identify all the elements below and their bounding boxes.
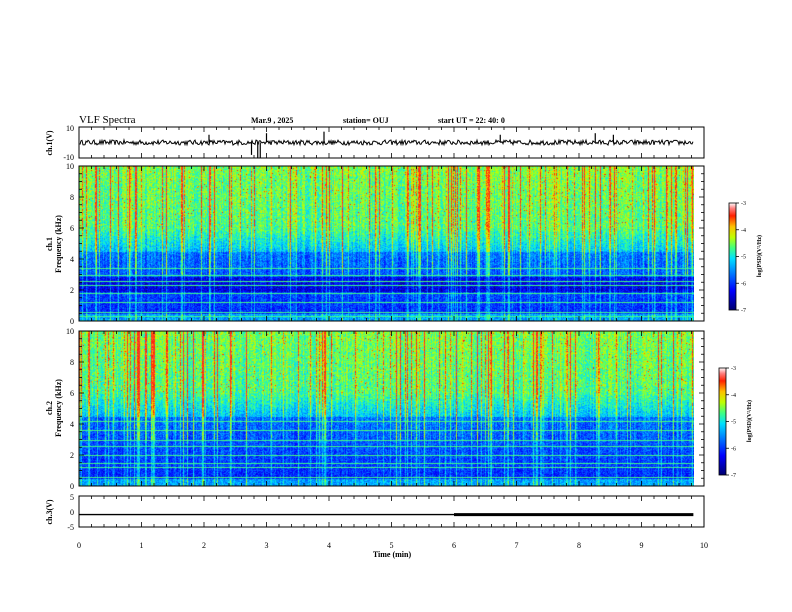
ch3-panel: 5 0 -5 ch.3(V) — [45, 493, 705, 532]
ch1-spikes — [208, 131, 614, 158]
ch2-colorbar-scale — [718, 367, 727, 476]
colorbar-tick-label: -3 — [731, 366, 736, 372]
colorbar-tick-label: -6 — [741, 281, 746, 287]
ch2-spectrogram-panel: 0 2 4 6 8 10 ch.2 Frequency (kHz) — [45, 327, 705, 491]
colorbar-tick-label: -3 — [741, 201, 746, 207]
time-tick-label: 6 — [452, 541, 456, 550]
ch1-colorbar-label: log(PSD)(V²/Hz) — [756, 235, 763, 277]
colorbar-tick-label: -5 — [731, 420, 736, 426]
ch2-colorbar-label: log(PSD)(V²/Hz) — [746, 400, 753, 442]
colorbar-tick-label: -4 — [741, 228, 746, 234]
ch3-time-ticks — [78, 496, 705, 527]
time-tick-label: 0 — [77, 541, 81, 550]
frequency-tick-label: 10 — [66, 162, 74, 171]
ch1-spectrogram-image — [79, 166, 694, 321]
time-axis-labels: 0 1 2 3 4 5 6 7 8 9 10 — [77, 541, 708, 550]
ch2-spec-time-ticks — [78, 331, 705, 486]
colorbar-tick-label: -6 — [731, 446, 736, 452]
ch1-spectrogram-panel: 0 2 4 6 8 10 ch.1 Frequency (kHz) — [45, 162, 705, 326]
colorbar-tick-label: -5 — [741, 255, 746, 261]
colorbar-tick-label: -4 — [731, 393, 736, 399]
time-tick-label: 7 — [515, 541, 519, 550]
frequency-tick-label: 8 — [70, 358, 74, 367]
frequency-tick-label: 4 — [70, 255, 74, 264]
time-tick-label: 10 — [700, 541, 708, 550]
frequency-tick-label: 0 — [70, 317, 74, 326]
station-label: station= OUJ — [343, 116, 389, 125]
ch1-time-ticks — [78, 127, 705, 158]
frequency-tick-label: 8 — [70, 193, 74, 202]
frequency-tick-label: 10 — [66, 327, 74, 336]
frequency-tick-label: 6 — [70, 389, 74, 398]
ch1-colorbar-scale — [728, 202, 737, 311]
colorbar-tick-label: -7 — [731, 473, 736, 479]
ch2-spectrogram-image — [79, 331, 694, 486]
ch1-spec-ylabel-frequency: Frequency (kHz) — [54, 215, 63, 273]
ch2-spec-ylabel-frequency: Frequency (kHz) — [54, 379, 63, 437]
ch1-ylabel: ch.1(V) — [45, 130, 54, 155]
ch1-ytick-bottom: -10 — [63, 153, 74, 162]
frequency-tick-label: 6 — [70, 224, 74, 233]
time-tick-label: 8 — [577, 541, 581, 550]
ch2-frequency-ticks: 0 2 4 6 8 10 — [66, 327, 704, 491]
start-time-label: start UT = 22: 40: 0 — [438, 116, 505, 125]
ch1-spec-time-ticks — [78, 166, 705, 321]
time-tick-label: 4 — [327, 541, 331, 550]
ch3-ytick-mid: 0 — [70, 508, 74, 517]
colorbar-tick-label: -7 — [741, 308, 746, 314]
ch1-waveform-trace — [79, 138, 694, 147]
time-tick-label: 1 — [140, 541, 144, 550]
time-axis-title: Time (min) — [373, 550, 412, 559]
ch3-ytick-top: 5 — [70, 493, 74, 502]
date-label: Mar.9 , 2025 — [251, 116, 293, 125]
time-tick-label: 5 — [390, 541, 394, 550]
ch2-colorbar-ticks: -3 -4 -5 -6 -7 — [726, 366, 736, 479]
ch1-colorbar: -3 -4 -5 -6 -7 log(PSD)(V²/Hz) — [728, 201, 763, 314]
ch2-spec-ylabel-channel: ch.2 — [45, 401, 54, 415]
ch1-colorbar-ticks: -3 -4 -5 -6 -7 — [736, 201, 746, 314]
ch1-waveform-panel: 10 -10 ch.1(V) — [45, 124, 705, 162]
frequency-tick-label: 4 — [70, 420, 74, 429]
ch2-colorbar: -3 -4 -5 -6 -7 log(PSD)(V²/Hz) — [718, 366, 753, 479]
frequency-tick-label: 0 — [70, 482, 74, 491]
frequency-tick-label: 2 — [70, 451, 74, 460]
ch1-spec-ylabel-channel: ch.1 — [45, 237, 54, 251]
ch1-frequency-ticks: 0 2 4 6 8 10 — [66, 162, 704, 326]
figure-title: VLF Spectra — [79, 114, 136, 126]
time-tick-label: 3 — [265, 541, 269, 550]
frequency-tick-label: 2 — [70, 286, 74, 295]
time-tick-label: 2 — [202, 541, 206, 550]
ch1-ytick-top: 10 — [66, 124, 74, 133]
ch3-ytick-bottom: -5 — [67, 523, 74, 532]
time-tick-label: 9 — [640, 541, 644, 550]
ch3-ylabel: ch.3(V) — [45, 499, 54, 524]
